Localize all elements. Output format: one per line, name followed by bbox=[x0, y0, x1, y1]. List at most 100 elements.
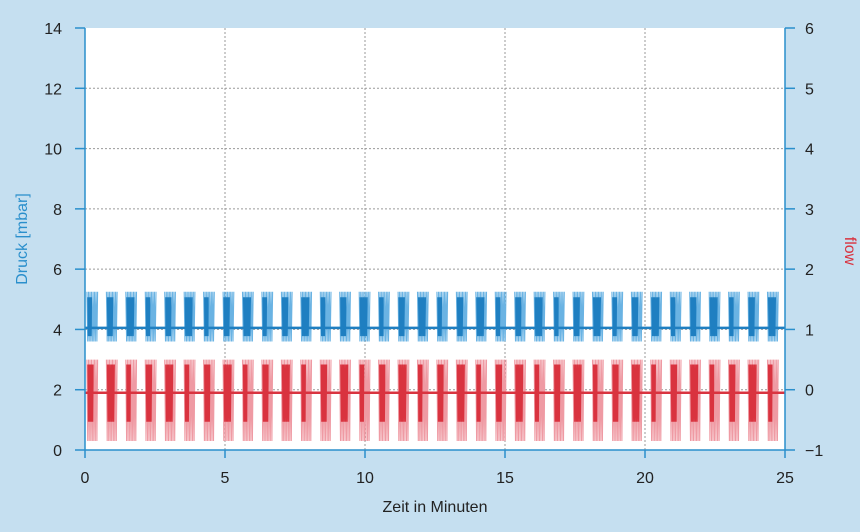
series-burst-core bbox=[709, 364, 715, 422]
series-burst-core bbox=[145, 364, 153, 422]
series-burst-core bbox=[223, 364, 232, 422]
series-burst-core bbox=[767, 364, 773, 422]
y-axis-left-label: Druck [mbar] bbox=[14, 193, 31, 285]
series-burst-core bbox=[145, 297, 151, 337]
series-burst-core bbox=[126, 364, 131, 422]
y-right-tick-label: 3 bbox=[805, 202, 814, 219]
series-burst-core bbox=[184, 297, 193, 337]
x-tick-label: 15 bbox=[496, 470, 514, 487]
series-burst-core bbox=[670, 297, 676, 337]
series-burst-core bbox=[748, 297, 755, 337]
y-left-tick-label: 4 bbox=[53, 322, 62, 339]
series-burst-core bbox=[204, 364, 211, 422]
series-burst-core bbox=[729, 364, 736, 422]
series-burst-core bbox=[223, 297, 230, 337]
series-burst-core bbox=[592, 364, 598, 422]
series-burst-core bbox=[729, 297, 734, 337]
series-burst-core bbox=[690, 297, 697, 337]
series-burst-core bbox=[106, 297, 114, 337]
series-burst-core bbox=[320, 297, 326, 337]
series-burst-core bbox=[515, 364, 524, 422]
series-burst-core bbox=[262, 297, 268, 337]
series-burst-core bbox=[651, 364, 656, 422]
y-left-tick-label: 10 bbox=[44, 142, 62, 159]
series-burst-core bbox=[359, 297, 368, 337]
y-left-tick-label: 12 bbox=[44, 81, 62, 98]
series-burst-core bbox=[126, 297, 135, 337]
axes-layer bbox=[75, 27, 795, 458]
y-left-tick-label: 6 bbox=[53, 262, 62, 279]
y-left-tick-label: 0 bbox=[53, 443, 62, 460]
series-burst-core bbox=[456, 364, 465, 422]
series-burst-core bbox=[554, 364, 561, 422]
plot-area bbox=[85, 28, 785, 450]
series-burst-core bbox=[437, 364, 444, 422]
series-burst-core bbox=[476, 297, 485, 337]
series-burst-core bbox=[417, 364, 423, 422]
series-burst-core bbox=[670, 364, 678, 422]
grid-lines bbox=[85, 28, 785, 450]
x-tick-label: 25 bbox=[776, 470, 794, 487]
series-burst-core bbox=[340, 364, 349, 422]
x-tick-label: 0 bbox=[81, 470, 90, 487]
y-right-tick-label: 4 bbox=[805, 142, 814, 159]
series-burst-core bbox=[379, 364, 386, 422]
series-burst-core bbox=[87, 364, 94, 422]
series-burst-core bbox=[612, 364, 619, 422]
y-right-tick-label: 2 bbox=[805, 262, 814, 279]
series-burst-core bbox=[631, 364, 640, 422]
series-burst-core bbox=[242, 364, 248, 422]
series-burst-core bbox=[573, 297, 580, 337]
series-burst-core bbox=[554, 297, 559, 337]
series-burst-core bbox=[340, 297, 347, 337]
series-burst-core bbox=[437, 297, 443, 337]
y-right-tick-label: 6 bbox=[805, 21, 814, 38]
series-left bbox=[85, 291, 785, 342]
series-burst-core bbox=[242, 297, 252, 337]
series-right bbox=[85, 359, 785, 442]
y-left-tick-label: 8 bbox=[53, 202, 62, 219]
series-burst-core bbox=[165, 364, 174, 422]
y-right-tick-label: 0 bbox=[805, 383, 814, 400]
series-burst-core bbox=[262, 364, 269, 422]
series-burst-core bbox=[534, 364, 540, 422]
series-burst-core bbox=[709, 297, 718, 337]
series-burst-core bbox=[281, 364, 290, 422]
series-burst-core bbox=[592, 297, 602, 337]
series-burst-core bbox=[476, 364, 481, 422]
x-tick-label: 20 bbox=[636, 470, 654, 487]
series-burst-core bbox=[612, 297, 618, 337]
series-burst-core bbox=[301, 297, 310, 337]
series-burst-core bbox=[398, 297, 405, 337]
series-burst-core bbox=[690, 364, 699, 422]
series-burst-core bbox=[398, 364, 407, 422]
series-burst-core bbox=[495, 297, 501, 337]
y-axis-right-label: flow bbox=[841, 237, 858, 266]
series-burst-core bbox=[281, 297, 289, 337]
series-burst-core bbox=[767, 297, 777, 337]
series-burst-core bbox=[631, 297, 639, 337]
series-burst-core bbox=[320, 364, 328, 422]
y-right-tick-label: 5 bbox=[805, 81, 814, 98]
series-burst-core bbox=[379, 297, 384, 337]
series-burst-core bbox=[651, 297, 660, 337]
series-burst-core bbox=[515, 297, 522, 337]
series-burst-core bbox=[456, 297, 464, 337]
x-tick-label: 5 bbox=[221, 470, 230, 487]
y-right-tick-label: −1 bbox=[805, 443, 823, 460]
series-burst-core bbox=[165, 297, 172, 337]
series-burst-core bbox=[359, 364, 365, 422]
series-burst-core bbox=[748, 364, 757, 422]
series-burst-core bbox=[495, 364, 503, 422]
series-burst-core bbox=[301, 364, 306, 422]
series-burst-core bbox=[204, 297, 209, 337]
series-burst-core bbox=[106, 364, 115, 422]
series-burst-core bbox=[534, 297, 543, 337]
y-left-tick-label: 2 bbox=[53, 383, 62, 400]
x-tick-label: 10 bbox=[356, 470, 374, 487]
y-left-tick-label: 14 bbox=[44, 21, 62, 38]
series-layer bbox=[85, 291, 785, 442]
